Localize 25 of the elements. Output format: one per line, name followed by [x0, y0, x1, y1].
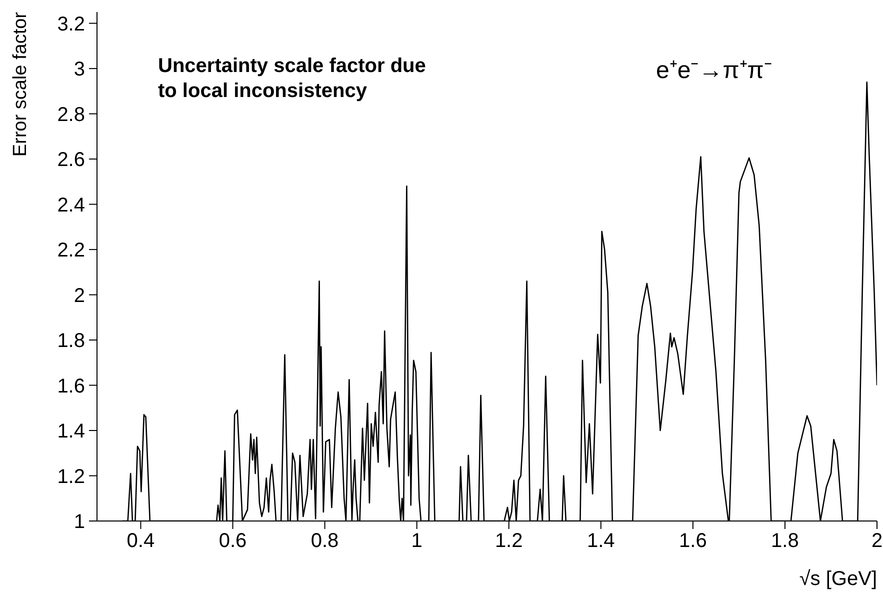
- x-tick-label: 0.6: [218, 530, 247, 552]
- x-tick-label: 1.4: [586, 530, 615, 552]
- y-tick-label: 1.6: [57, 375, 85, 398]
- y-tick-label: 2: [74, 284, 85, 307]
- y-tick-label: 1: [74, 511, 85, 534]
- y-tick-label: 2.2: [57, 240, 85, 262]
- x-tick-label: 0.8: [310, 530, 339, 552]
- x-tick-label: 1.6: [679, 530, 707, 552]
- x-tick-label: 1.2: [494, 530, 523, 552]
- y-tick-label: 2.8: [57, 104, 85, 126]
- y-tick-label: 2.4: [57, 194, 85, 216]
- x-tick-label: 0.4: [126, 530, 155, 552]
- annotation: e⁺e⁻→π⁺π⁻: [656, 56, 773, 85]
- x-tick-label: 1: [411, 530, 422, 552]
- x-tick-label: 1.8: [771, 530, 799, 552]
- y-tick-label: 1.4: [57, 420, 85, 443]
- y-axis-title: Error scale factor: [10, 11, 31, 157]
- y-tick-label: 1.2: [57, 466, 85, 488]
- y-tick-label: 3.2: [57, 13, 85, 36]
- x-axis-title: √s [GeV]: [799, 568, 877, 590]
- y-tick-label: 3: [74, 58, 85, 81]
- y-tick-label: 2.6: [57, 149, 85, 172]
- annotation: Uncertainty scale factor due to local inconsistency: [158, 54, 427, 104]
- y-tick-label: 1.8: [57, 330, 85, 352]
- x-tick-label: 2: [871, 530, 883, 552]
